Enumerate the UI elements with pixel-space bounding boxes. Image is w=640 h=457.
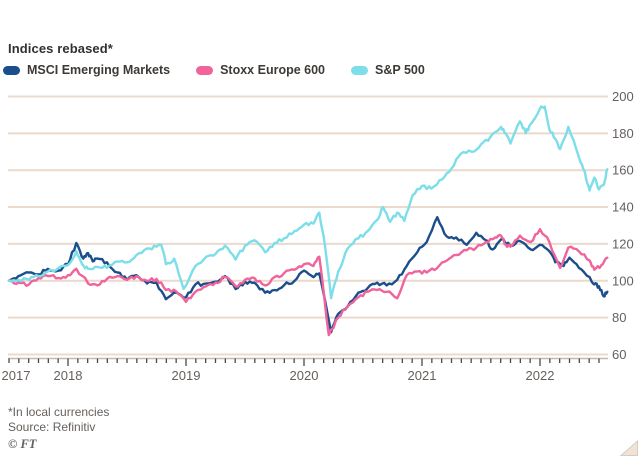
chart-legend: MSCI Emerging Markets Stoxx Europe 600 S… [3,63,451,77]
legend-item-sp-500: S&P 500 [351,63,425,77]
series-line-msci-emerging-markets [7,216,609,334]
chart-title: Indices rebased* [8,41,113,56]
legend-swatch-icon [196,65,214,75]
x-axis-label: 2017 [2,368,31,383]
legend-item-stoxx-600: Stoxx Europe 600 [196,63,325,77]
y-axis-label: 140 [612,200,634,215]
series-line-stoxx-europe-600 [7,228,609,337]
y-axis-label: 60 [612,347,626,362]
y-axis-label: 80 [612,310,626,325]
series-line-s-p-500 [7,105,609,300]
legend-swatch-icon [3,65,20,75]
x-axis-label: 2021 [408,368,437,383]
y-axis-label: 120 [612,236,634,251]
x-axis-label: 2022 [526,368,555,383]
x-axis-label: 2019 [172,368,201,383]
x-axis-label: 2018 [54,368,83,383]
y-axis-label: 180 [612,126,634,141]
ft-logo: © FT [8,437,37,451]
legend-label: Stoxx Europe 600 [220,63,325,77]
chart-footer: *In local currencies Source: Refinitiv ©… [8,405,109,452]
y-axis-label: 100 [612,273,634,288]
x-axis-label: 2020 [290,368,319,383]
legend-swatch-icon [351,65,368,75]
y-axis-label: 200 [612,89,634,104]
legend-label: S&P 500 [375,63,425,77]
footnote: *In local currencies [8,405,110,419]
legend-item-msci-em: MSCI Emerging Markets [3,63,170,77]
resize-corner-icon [619,439,638,456]
y-axis-label: 160 [612,163,634,178]
source-credit: Source: Refinitiv [8,419,96,434]
legend-label: MSCI Emerging Markets [27,63,171,77]
